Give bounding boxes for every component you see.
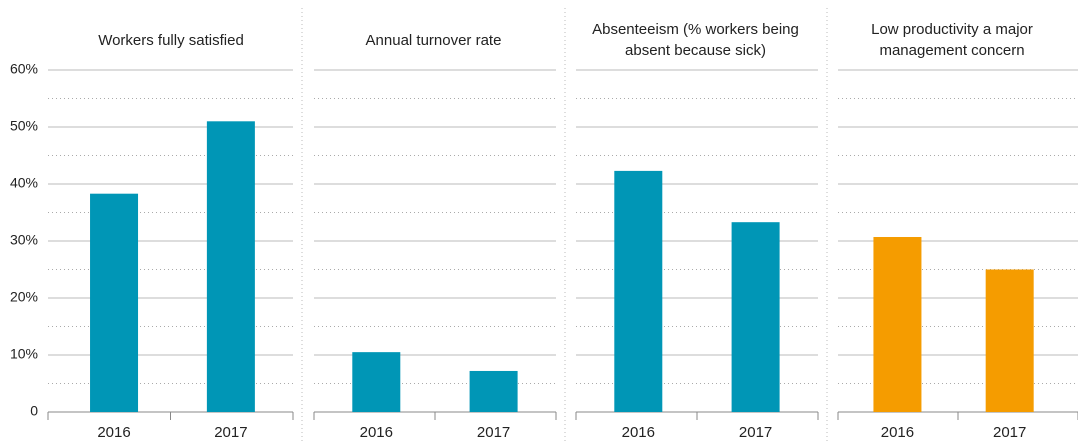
x-tick-label: 2017	[739, 424, 772, 441]
bar	[206, 121, 255, 413]
x-tick-label: 2017	[214, 424, 247, 441]
bar	[90, 193, 139, 412]
x-tick-label: 2016	[97, 424, 130, 441]
x-tick-label: 2016	[360, 424, 393, 441]
bar	[731, 222, 780, 412]
x-tick-label: 2017	[477, 424, 510, 441]
bar	[614, 170, 663, 412]
y-tick-label: 40%	[10, 175, 38, 191]
panel-title: Low productivity a major management conc…	[871, 21, 1033, 59]
x-tick-label: 2016	[881, 424, 914, 441]
bar	[469, 370, 518, 412]
bar	[873, 237, 922, 412]
x-tick-label: 2017	[993, 424, 1026, 441]
bar	[352, 352, 401, 412]
x-tick-label: 2016	[622, 424, 655, 441]
bar	[985, 269, 1034, 412]
y-tick-label: 20%	[10, 289, 38, 305]
panel-title: Workers fully satisfied	[98, 31, 244, 49]
y-tick-label: 10%	[10, 346, 38, 362]
panel-title: Annual turnover rate	[365, 31, 502, 49]
panel-title: Absenteeism (% workers being absent beca…	[592, 21, 799, 59]
y-tick-label: 60%	[10, 61, 38, 77]
y-tick-label: 30%	[10, 232, 38, 248]
y-tick-label: 0	[30, 403, 38, 419]
y-tick-label: 50%	[10, 118, 38, 134]
